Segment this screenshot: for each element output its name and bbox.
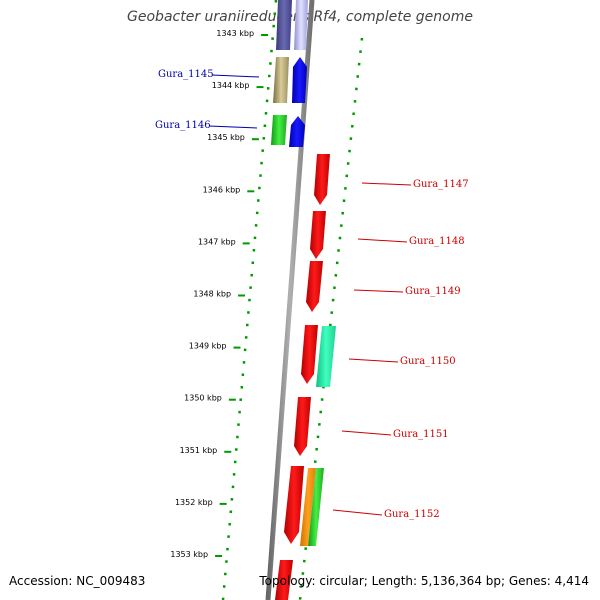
gene-feature-lavender[interactable] — [294, 0, 308, 50]
gene-leader-line — [361, 182, 412, 186]
kbp-tick-label: 1349 kbp — [189, 342, 227, 351]
kbp-tick-label: 1350 kbp — [184, 394, 222, 403]
gene-label-gura-1152[interactable]: Gura_1152 — [384, 509, 440, 520]
gene-feature-green-2[interactable] — [308, 468, 324, 546]
gene-feature-red-bottom[interactable] — [275, 560, 293, 600]
gene-leader-line — [211, 74, 260, 78]
gene-arrow-gura-1146[interactable] — [289, 116, 305, 147]
kbp-tick-label: 1353 kbp — [170, 550, 208, 559]
gene-feature-navy[interactable] — [276, 0, 292, 50]
gene-label-gura-1149[interactable]: Gura_1149 — [405, 286, 461, 297]
gene-feature-green[interactable] — [271, 115, 287, 145]
gene-label-gura-1145[interactable]: Gura_1145 — [158, 69, 214, 80]
gene-feature-orange[interactable] — [300, 468, 316, 546]
gene-label-gura-1151[interactable]: Gura_1151 — [393, 429, 449, 440]
gene-leader-line — [341, 430, 392, 436]
gene-arrow-gura-1147[interactable] — [314, 154, 330, 205]
gene-arrow-gura-1152[interactable] — [284, 466, 304, 544]
genome-summary: Topology: circular; Length: 5,136,364 bp… — [259, 574, 589, 588]
gene-label-gura-1150[interactable]: Gura_1150 — [400, 356, 456, 367]
kbp-tick-label: 1351 kbp — [180, 446, 218, 455]
gene-labels: Gura_1145 Gura_1146 Gura_1147 Gura_1148 Gura… — [155, 69, 469, 520]
gene-arrow-gura-1149[interactable] — [306, 261, 323, 312]
gene-arrow-gura-1148[interactable] — [310, 211, 326, 259]
gene-feature-aquamarine[interactable] — [316, 326, 336, 387]
kbp-tick-label: 1347 kbp — [198, 237, 236, 246]
gene-leader-line — [357, 238, 408, 243]
kbp-tick-label: 1352 kbp — [175, 498, 213, 507]
gene-leader-line — [348, 358, 399, 363]
kbp-tick-label: 1343 kbp — [216, 29, 254, 38]
gene-label-gura-1148[interactable]: Gura_1148 — [409, 236, 465, 247]
inner-ring-dots — [221, 0, 278, 600]
gene-label-gura-1146[interactable]: Gura_1146 — [155, 120, 211, 131]
kbp-tick-label: 1346 kbp — [203, 185, 241, 194]
gene-leader-line — [353, 289, 404, 293]
kbp-tick-label: 1345 kbp — [207, 133, 245, 142]
accession-label: Accession: NC_009483 — [9, 574, 146, 588]
gene-leader-line — [332, 509, 383, 516]
gene-leader-line — [208, 125, 258, 129]
kbp-tick-label: 1348 kbp — [193, 290, 231, 299]
gene-arrow-gura-1150[interactable] — [301, 325, 318, 384]
gene-feature-khaki[interactable] — [273, 57, 289, 103]
gene-arrow-gura-1145[interactable] — [292, 57, 307, 103]
gene-label-gura-1147[interactable]: Gura_1147 — [413, 179, 469, 190]
kbp-scale: 1343 kbp 1344 kbp 1345 kbp 1346 kbp 1347 kbp… — [170, 29, 269, 559]
kbp-tick-label: 1344 kbp — [212, 81, 250, 90]
gene-arrow-gura-1151[interactable] — [294, 397, 311, 456]
